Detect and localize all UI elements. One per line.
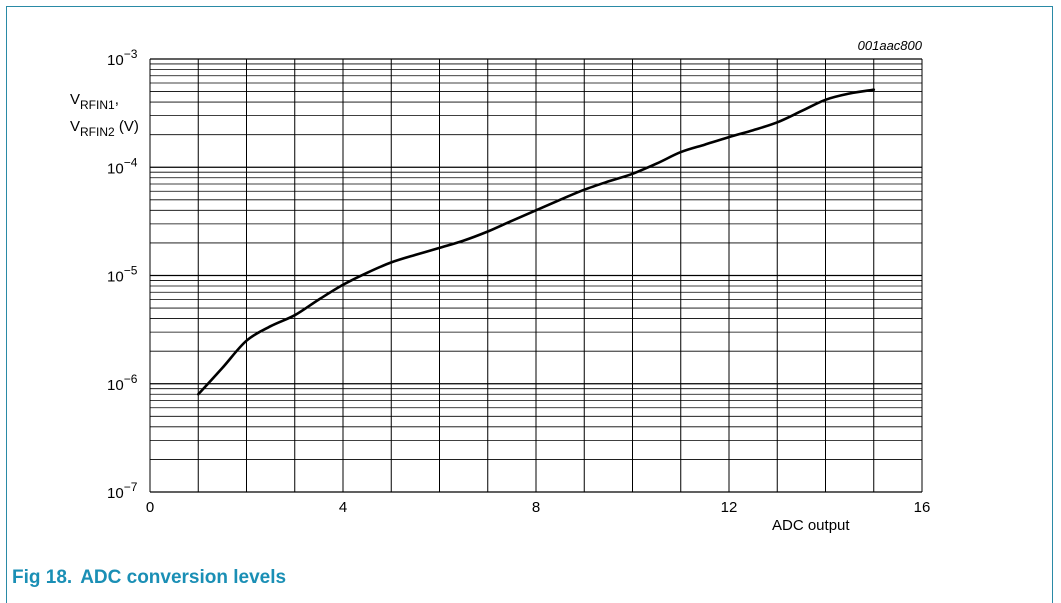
x-tick-label: 0 (146, 499, 154, 516)
chart-curve (197, 88, 876, 396)
y-axis-label-line1: VRFIN1, (70, 91, 119, 112)
data-curve (197, 88, 876, 396)
x-axis-label: ADC output (772, 517, 850, 534)
figure-caption-number: Fig 18. (12, 567, 73, 588)
y-axis-label-line2: VRFIN2 (V) (70, 118, 139, 139)
x-tick-label: 12 (721, 499, 738, 516)
y-tick-label: 10−4 (107, 155, 138, 177)
x-tick-label: 4 (339, 499, 347, 516)
y-tick-label: 10−5 (107, 264, 138, 286)
y-tick-label: 10−6 (107, 372, 138, 394)
y-tick-label: 10−3 (107, 47, 138, 69)
x-tick-label: 8 (532, 499, 540, 516)
figure-frame (6, 6, 1053, 603)
x-tick-label: 16 (914, 499, 931, 516)
y-tick-label: 10−7 (107, 480, 138, 502)
figure-caption-title: ADC conversion levels (80, 567, 287, 588)
chart-ticks: 0 4 8 12 16 10−7 10−6 10−5 10−4 10−3 (107, 47, 930, 516)
figure-code: 001aac800 (858, 38, 923, 53)
figure-caption: Fig 18. ADC conversion levels (12, 567, 294, 589)
chart-grid (149, 58, 923, 493)
